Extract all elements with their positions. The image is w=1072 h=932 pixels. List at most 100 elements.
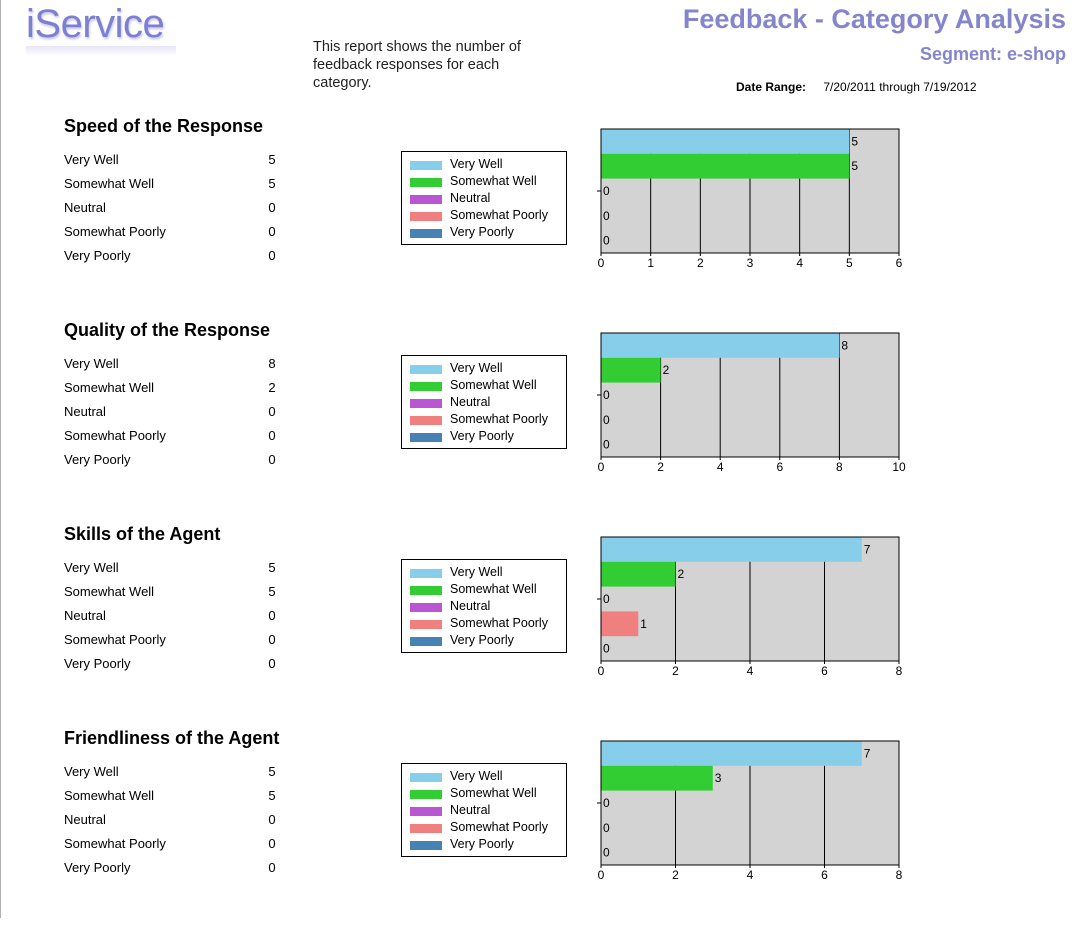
legend-label: Somewhat Poorly [450, 820, 548, 834]
table-row: Very Poorly 0 [64, 452, 280, 476]
table-row: Somewhat Well 5 [64, 788, 280, 812]
row-label: Somewhat Poorly [64, 224, 166, 239]
legend-item-very-poorly: Very Poorly [410, 429, 565, 446]
row-value: 5 [268, 152, 276, 167]
bar-data-label: 0 [603, 438, 610, 452]
row-value: 2 [268, 380, 276, 395]
legend-item-somewhat-well: Somewhat Well [410, 582, 565, 599]
legend-item-somewhat-well: Somewhat Well [410, 378, 565, 395]
bar-data-label: 0 [603, 821, 610, 835]
legend-label: Somewhat Poorly [450, 616, 548, 630]
row-label: Very Poorly [64, 452, 131, 467]
table-row: Somewhat Poorly 0 [64, 836, 280, 860]
legend-item-very-well: Very Well [410, 769, 565, 786]
legend-item-somewhat-well: Somewhat Well [410, 786, 565, 803]
x-tick-label: 3 [747, 256, 754, 270]
row-value: 5 [268, 788, 276, 803]
legend-label: Somewhat Well [450, 378, 537, 392]
bar-somewhat-poorly [601, 611, 639, 637]
chart-legend: Very Well Somewhat Well Neutral Somewhat Po… [401, 559, 567, 653]
x-tick-label: 10 [892, 460, 906, 474]
row-label: Somewhat Poorly [64, 428, 166, 443]
section-friendliness-of-agent: Friendliness of the Agent Very Well 5 Som… [0, 728, 1072, 932]
table-row: Somewhat Well 5 [64, 176, 280, 200]
date-range-value: 7/20/2011 through 7/19/2012 [823, 80, 977, 94]
bar-data-label: 1 [640, 617, 647, 631]
row-value: 0 [268, 224, 276, 239]
section-title: Friendliness of the Agent [64, 728, 280, 748]
legend-swatch [410, 603, 442, 612]
legend-label: Neutral [450, 191, 491, 205]
legend-swatch [410, 773, 442, 782]
table-row: Very Well 5 [64, 560, 280, 584]
bar-chart: 7 3 0 0 0 0 2 4 6 8 [597, 740, 903, 882]
row-value: 5 [268, 584, 276, 599]
table-row: Somewhat Poorly 0 [64, 224, 280, 248]
x-tick-label: 2 [697, 256, 704, 270]
page-left-border [0, 0, 1, 918]
row-value: 0 [268, 836, 276, 851]
section-title: Speed of the Response [64, 116, 264, 136]
legend-swatch [410, 382, 442, 391]
legend-item-somewhat-poorly: Somewhat Poorly [410, 820, 565, 837]
row-label: Neutral [64, 200, 106, 215]
legend-item-very-poorly: Very Poorly [410, 837, 565, 854]
table-row: Somewhat Poorly 0 [64, 428, 280, 452]
bar-data-label: 0 [603, 846, 610, 860]
legend-label: Somewhat Well [450, 174, 537, 188]
row-label: Very Well [64, 560, 119, 575]
legend-swatch [410, 195, 442, 204]
legend-item-somewhat-poorly: Somewhat Poorly [410, 616, 565, 633]
legend-label: Neutral [450, 395, 491, 409]
x-tick-label: 0 [598, 256, 605, 270]
report-title: Feedback - Category Analysis [682, 4, 1066, 34]
iservice-logo: iService [2, 0, 177, 56]
row-value: 0 [268, 428, 276, 443]
bar-somewhat-well [601, 153, 850, 179]
row-label: Somewhat Well [64, 380, 155, 395]
bar-data-label: 0 [603, 796, 610, 810]
legend-label: Somewhat Poorly [450, 412, 548, 426]
row-label: Neutral [64, 404, 106, 419]
legend-swatch [410, 399, 442, 408]
x-tick-label: 2 [657, 460, 664, 474]
legend-swatch [410, 365, 442, 374]
legend-label: Very Well [450, 769, 503, 783]
x-tick-label: 8 [836, 460, 843, 474]
legend-swatch [410, 790, 442, 799]
x-tick-label: 4 [747, 868, 754, 882]
row-value: 5 [268, 176, 276, 191]
section-title: Quality of the Response [64, 320, 271, 340]
legend-label: Somewhat Well [450, 786, 537, 800]
table-row: Very Poorly 0 [64, 860, 280, 884]
bar-data-label: 7 [864, 746, 871, 760]
row-value: 5 [268, 560, 276, 575]
legend-item-very-well: Very Well [410, 565, 565, 582]
bar-data-label: 0 [603, 592, 610, 606]
table-row: Somewhat Well 2 [64, 380, 280, 404]
legend-item-neutral: Neutral [410, 191, 565, 208]
x-tick-label: 8 [896, 664, 903, 678]
legend-label: Neutral [450, 599, 491, 613]
x-tick-label: 0 [598, 664, 605, 678]
legend-label: Somewhat Well [450, 582, 537, 596]
legend-label: Very Poorly [450, 429, 514, 443]
legend-swatch [410, 229, 442, 238]
bar-data-label: 7 [864, 542, 871, 556]
date-range-label: Date Range: [736, 80, 807, 94]
legend-swatch [410, 637, 442, 646]
row-label: Somewhat Well [64, 176, 155, 191]
bar-very-well [601, 537, 862, 562]
legend-label: Very Poorly [450, 633, 514, 647]
legend-label: Very Poorly [450, 225, 514, 239]
legend-label: Very Well [450, 157, 503, 171]
row-label: Very Well [64, 356, 119, 371]
legend-swatch [410, 178, 442, 187]
legend-item-very-well: Very Well [410, 157, 565, 174]
bar-very-well [601, 129, 850, 154]
bar-chart: 5 5 0 0 0 0 1 2 3 4 5 6 [597, 128, 903, 270]
row-value: 0 [268, 608, 276, 623]
row-value: 0 [268, 452, 276, 467]
x-tick-label: 1 [647, 256, 654, 270]
bar-data-label: 0 [603, 184, 610, 198]
